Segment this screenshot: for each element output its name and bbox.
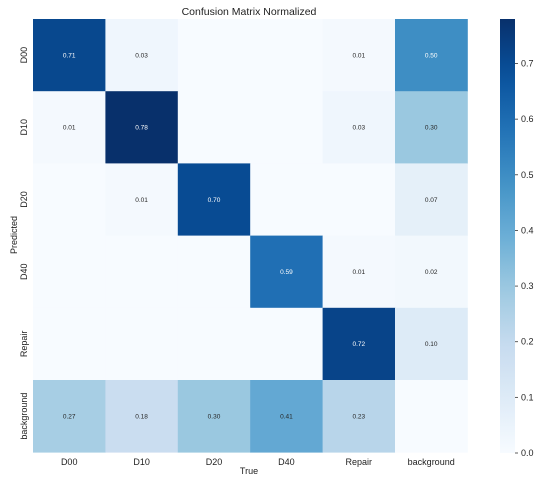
x-tick-label: D40 bbox=[278, 457, 295, 467]
heatmap-cell bbox=[322, 19, 396, 92]
heatmap-cell bbox=[322, 235, 396, 309]
colorbar-tick-label: 0.1 bbox=[521, 392, 534, 402]
heatmap-cell bbox=[250, 91, 323, 164]
cell-value-label: 0.23 bbox=[352, 413, 365, 420]
cell-value-label: 0.27 bbox=[63, 413, 76, 420]
heatmap-cell bbox=[250, 19, 323, 92]
colorbar-ticks: 0.0 0.1 0.2 0.3 0.4 0.5 0.6 0.7 bbox=[515, 59, 534, 458]
heatmap-cell bbox=[105, 380, 179, 453]
heatmap-cells: 0.71 0.03 0.01 0.50 0.01 0.78 0.03 0.30 0.01 0.70… bbox=[33, 19, 468, 453]
cell-value-label: 0.02 bbox=[425, 269, 438, 276]
heatmap-cell bbox=[177, 235, 251, 309]
colorbar-tick-label: 0.7 bbox=[521, 59, 534, 69]
y-tick-label: D40 bbox=[19, 263, 29, 280]
cell-value-label: 0.07 bbox=[425, 197, 438, 204]
x-tick-label: D00 bbox=[61, 457, 78, 467]
colorbar-tick-label: 0.6 bbox=[521, 114, 534, 124]
y-tick-label: D20 bbox=[19, 191, 29, 208]
colorbar-tick-label: 0.2 bbox=[521, 337, 534, 347]
y-tick-label: D00 bbox=[19, 47, 29, 64]
heatmap-cell bbox=[250, 307, 323, 381]
cell-value-label: 0.01 bbox=[352, 52, 365, 59]
x-tick-label: Repair bbox=[346, 457, 373, 467]
heatmap-cell bbox=[105, 307, 179, 381]
colorbar-tick-label: 0.4 bbox=[521, 225, 534, 235]
x-tick-label: D10 bbox=[133, 457, 150, 467]
cell-value-label: 0.41 bbox=[280, 413, 293, 420]
cell-value-label: 0.30 bbox=[425, 125, 438, 132]
cell-value-label: 0.59 bbox=[280, 269, 293, 276]
y-tick-label: Repair bbox=[19, 331, 29, 358]
heatmap-cell bbox=[105, 235, 179, 309]
cell-value-label: 0.18 bbox=[135, 413, 148, 420]
cell-value-label: 0.78 bbox=[135, 125, 148, 132]
heatmap-cell bbox=[105, 91, 179, 164]
x-tick-label: background bbox=[408, 457, 455, 467]
heatmap-cell bbox=[395, 163, 468, 236]
heatmap-cell bbox=[33, 307, 106, 381]
heatmap-cell bbox=[33, 380, 106, 453]
heatmap-cell bbox=[177, 380, 251, 453]
heatmap-cell bbox=[105, 163, 179, 236]
heatmap-cell bbox=[322, 163, 396, 236]
cell-value-label: 0.01 bbox=[352, 269, 365, 276]
x-tick-label: D20 bbox=[206, 457, 223, 467]
heatmap-cell bbox=[395, 307, 468, 381]
y-axis-label: Predicted bbox=[9, 216, 19, 254]
heatmap-cell bbox=[395, 235, 468, 309]
colorbar-tick-label: 0.5 bbox=[521, 170, 534, 180]
heatmap-cell bbox=[395, 380, 468, 453]
heatmap-cell bbox=[33, 91, 106, 164]
heatmap-cell bbox=[177, 307, 251, 381]
heatmap-cell bbox=[177, 19, 251, 92]
y-axis-ticks: D00 D10 D20 D40 Repair background bbox=[19, 47, 29, 440]
cell-value-label: 0.72 bbox=[352, 341, 365, 348]
heatmap-cell bbox=[33, 19, 106, 92]
heatmap-cell bbox=[33, 163, 106, 236]
cell-value-label: 0.10 bbox=[425, 341, 438, 348]
heatmap-cell bbox=[177, 91, 251, 164]
heatmap-cell bbox=[322, 91, 396, 164]
heatmap-cell bbox=[395, 91, 468, 164]
cell-value-label: 0.03 bbox=[135, 52, 148, 59]
x-axis-label: True bbox=[240, 466, 258, 476]
heatmap-cell bbox=[322, 380, 396, 453]
heatmap-cell bbox=[250, 235, 323, 309]
colorbar bbox=[500, 19, 515, 453]
heatmap-cell bbox=[105, 19, 179, 92]
cell-value-label: 0.30 bbox=[208, 413, 221, 420]
heatmap-cell bbox=[33, 235, 106, 309]
y-tick-label: background bbox=[19, 393, 29, 440]
y-tick-label: D10 bbox=[19, 119, 29, 136]
x-axis-ticks: D00 D10 D20 D40 Repair background bbox=[61, 457, 455, 467]
colorbar-tick-label: 0.3 bbox=[521, 281, 534, 291]
heatmap-cell bbox=[250, 380, 323, 453]
chart-title: Confusion Matrix Normalized bbox=[182, 6, 317, 18]
cell-value-label: 0.50 bbox=[425, 52, 438, 59]
cell-value-label: 0.03 bbox=[352, 125, 365, 132]
cell-value-label: 0.70 bbox=[208, 197, 221, 204]
cell-value-label: 0.71 bbox=[63, 52, 76, 59]
heatmap-cell bbox=[395, 19, 468, 92]
heatmap-cell bbox=[177, 163, 251, 236]
heatmap-cell bbox=[322, 307, 396, 381]
cell-value-label: 0.01 bbox=[135, 197, 148, 204]
heatmap-cell bbox=[250, 163, 323, 236]
colorbar-tick-label: 0.0 bbox=[521, 448, 534, 458]
cell-value-label: 0.01 bbox=[63, 125, 76, 132]
